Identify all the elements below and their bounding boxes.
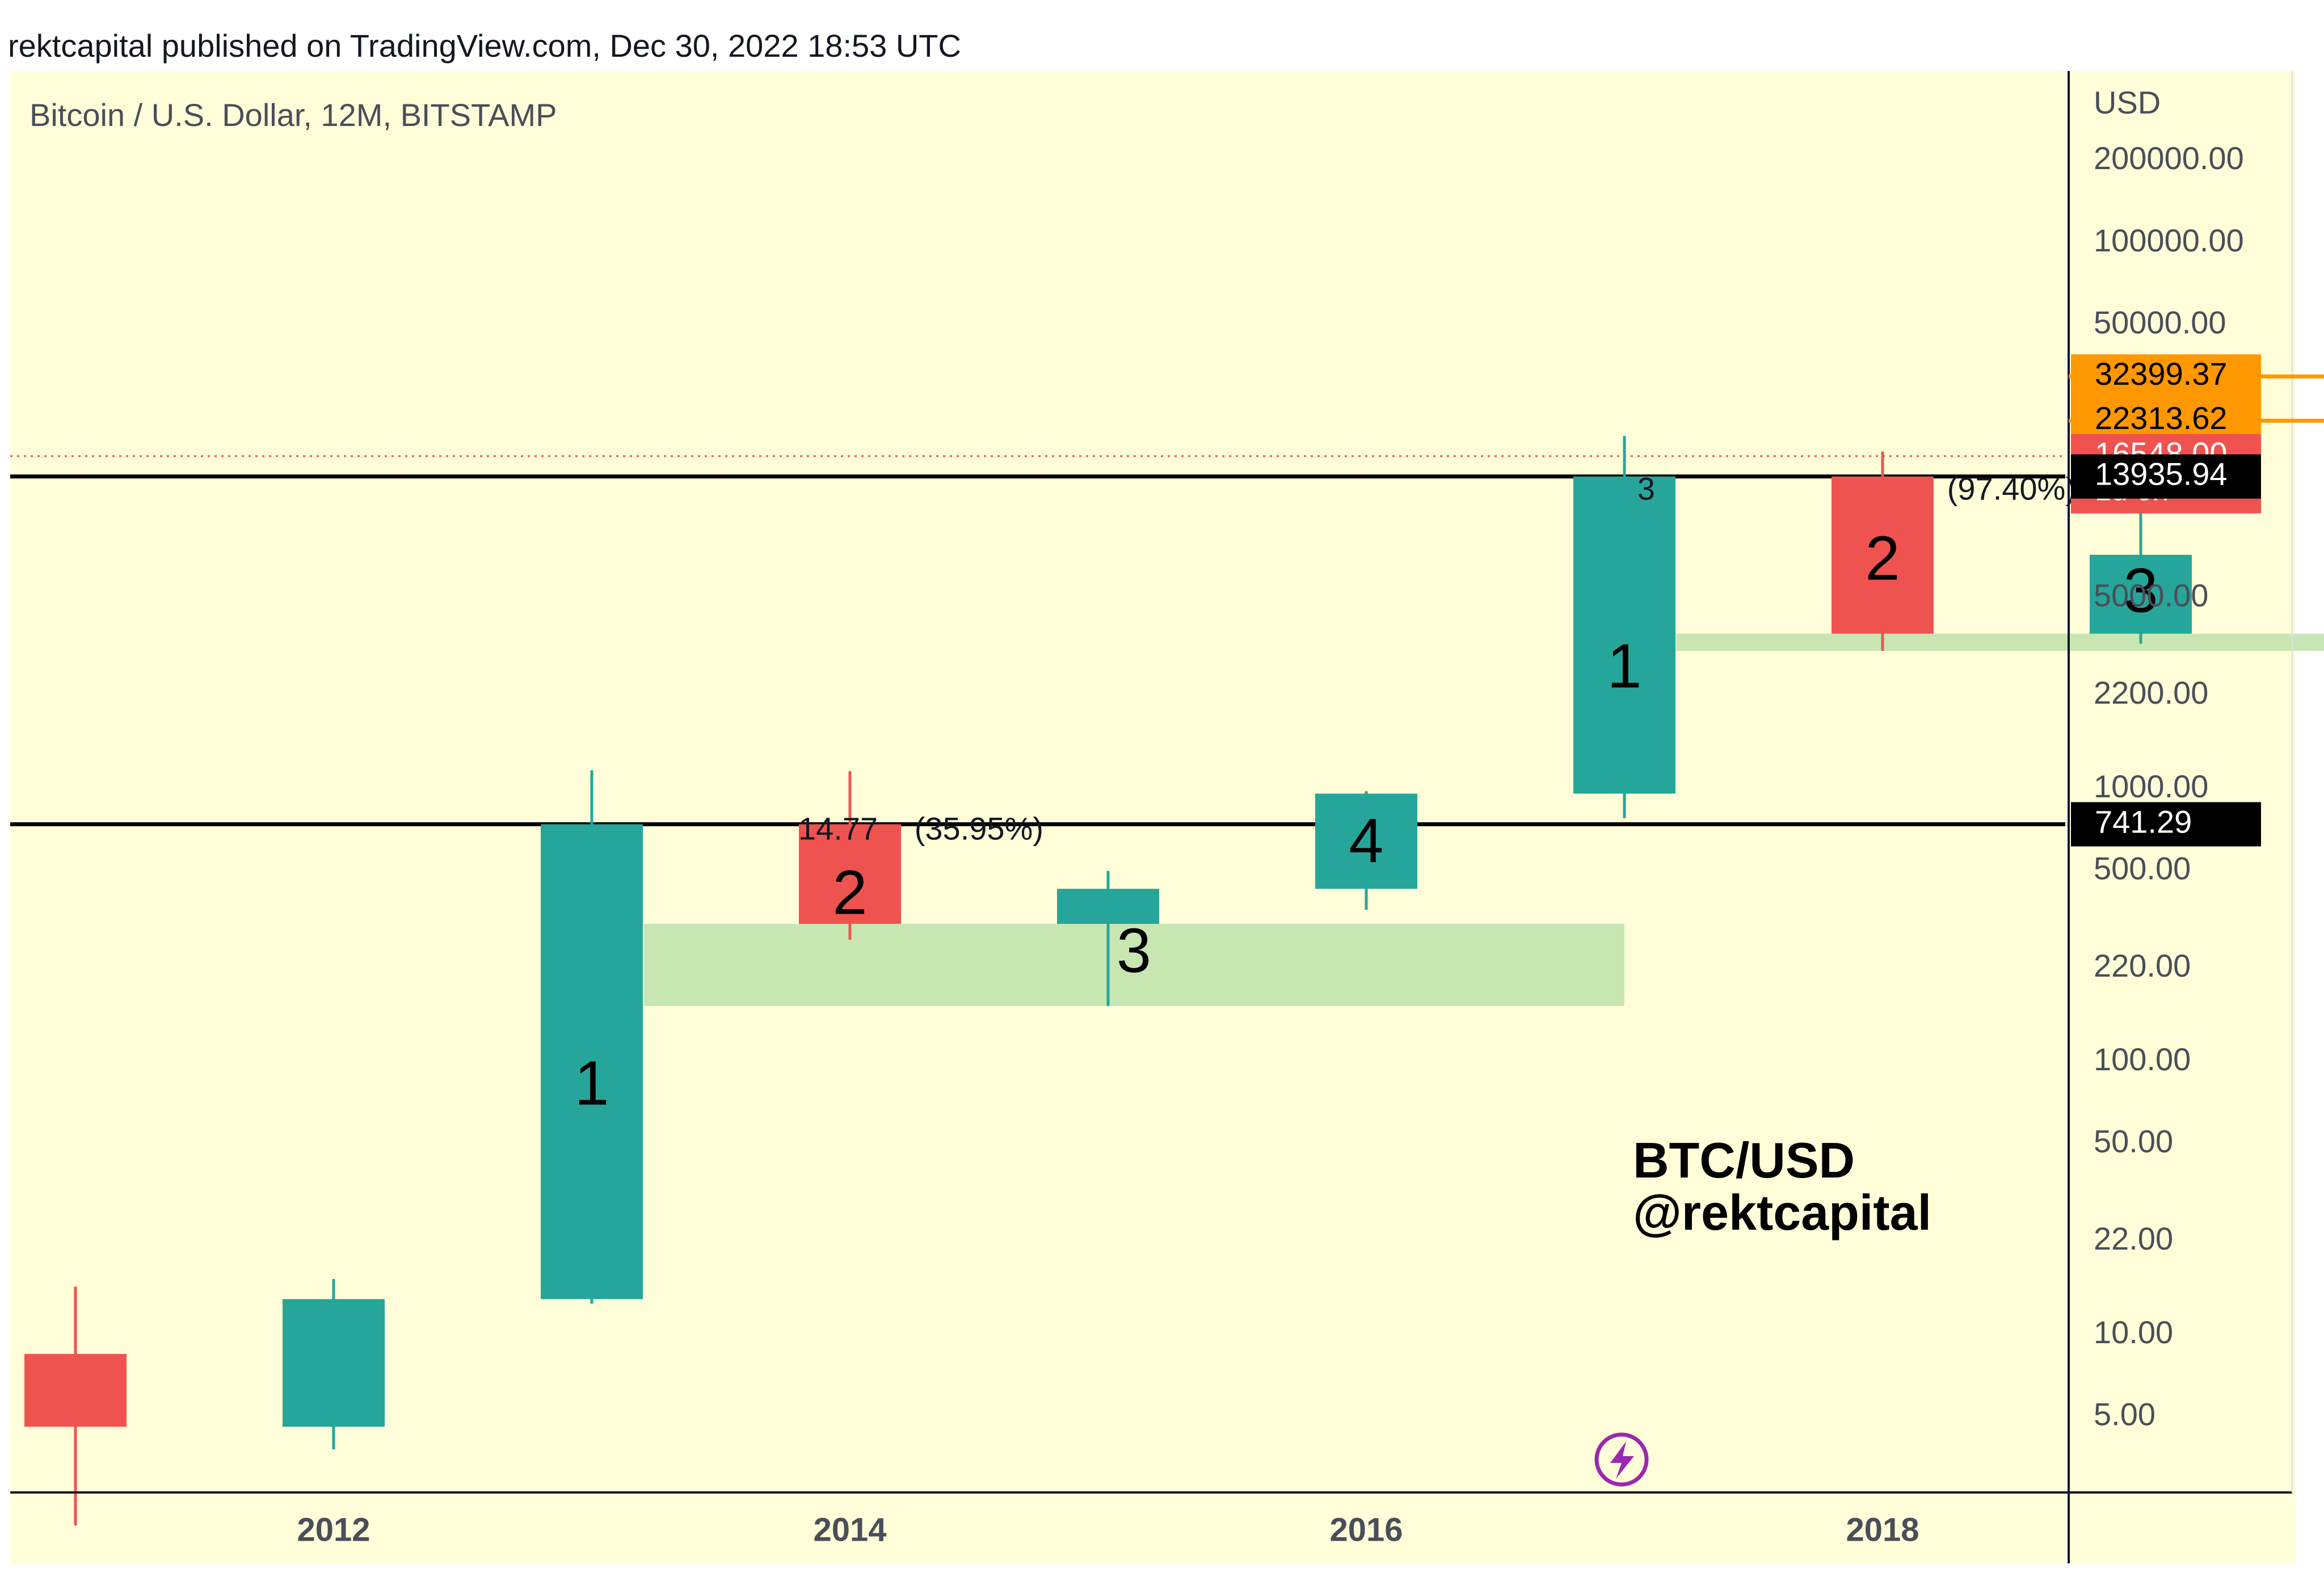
- cycle-label-2: 2: [832, 857, 867, 927]
- cycle-label-1: 1: [574, 1049, 609, 1118]
- price-marker-1-label: 32399.37: [2095, 356, 2228, 392]
- price-marker-2-label: 22313.62: [2095, 400, 2228, 436]
- watermark-line-1: BTC/USD: [1633, 1132, 1855, 1188]
- tradingview-bolt-icon: [1594, 1432, 1649, 1487]
- candle-body-2016: [1315, 793, 1417, 889]
- level-tag-2-label: 13935.94: [2095, 456, 2228, 491]
- level-tag-1-label: 741.29: [2095, 804, 2192, 839]
- candle-body-2015: [1057, 889, 1159, 924]
- y-tick-label-5: 2200.00: [2094, 675, 2208, 710]
- cycle-label-4: 4: [1349, 806, 1383, 876]
- cycle-label-6: 2: [1865, 524, 1900, 594]
- time-axis-background: [10, 1492, 2065, 1563]
- watermark-line-2: @rektcapital: [1633, 1184, 1931, 1240]
- chart-background: [10, 71, 2065, 1492]
- support-zones: [643, 633, 2324, 1006]
- candle-body-2012: [283, 1299, 385, 1427]
- measure-annotation-7: 14.77: [798, 810, 878, 846]
- watermark: BTC/USD@rektcapital: [1633, 1132, 1931, 1240]
- measure-annotation-3: (97.40%): [1947, 471, 2076, 507]
- candle-body-2014: [799, 824, 901, 924]
- y-tick-label-7: 500.00: [2094, 851, 2191, 886]
- measure-annotation-6: (35.95%): [915, 810, 1043, 846]
- y-tick-label-12: 10.00: [2094, 1314, 2173, 1350]
- candle-body-2019: [2090, 554, 2192, 634]
- y-tick-label-2: 100000.00: [2094, 222, 2244, 258]
- cycle-labels: 12341234123: [574, 524, 2158, 1118]
- price-marker-1-bg: [2071, 354, 2261, 399]
- y-tick-label-3: 50000.00: [2094, 305, 2226, 340]
- candle-body-2013: [541, 824, 643, 1300]
- x-tick-label-2: 2014: [813, 1511, 886, 1548]
- measure-annotation-4: 3: [1637, 471, 1655, 507]
- x-tick-label-3: 2016: [1329, 1511, 1403, 1548]
- y-axis-unit: USD: [2094, 85, 2161, 120]
- time-axis[interactable]: 2012201420162018202020222024: [297, 1511, 2324, 1548]
- support-zone-1: [643, 924, 1624, 1006]
- candle-body-2018: [1832, 476, 1934, 634]
- level-tag-1-bg: [2071, 802, 2261, 847]
- publish-line: rektcapital published on TradingView.com…: [8, 28, 961, 64]
- cycle-label-7: 3: [2123, 556, 2158, 626]
- price-axis[interactable]: 200000.00 100000.00 50000.00 5000.00 2200.00…: [2094, 140, 2244, 1432]
- y-tick-label-11: 22.00: [2094, 1221, 2173, 1256]
- cycle-label-5: 1: [1607, 632, 1641, 701]
- y-tick-label-8: 220.00: [2094, 948, 2191, 983]
- y-tick-label-4: 5000.00: [2094, 578, 2208, 613]
- bolt-icon-glyph: [1610, 1441, 1634, 1479]
- bolt-icon-circle: [1594, 1432, 1649, 1487]
- measure-annotations: 15986.45 (97.40%) 15986450.70 (35.95%) 5…: [798, 471, 2076, 847]
- cycle-label-3: 3: [1117, 916, 1151, 986]
- y-tick-label-6: 1000.00: [2094, 768, 2208, 804]
- candle-body-2011: [24, 1353, 127, 1427]
- symbol-line: Bitcoin / U.S. Dollar, 12M, BITSTAMP: [30, 97, 557, 133]
- y-tick-label-1: 200000.00: [2094, 140, 2244, 176]
- y-tick-label-9: 100.00: [2094, 1041, 2191, 1077]
- horizontal-levels: [10, 455, 2065, 827]
- y-tick-label-13: 5.00: [2094, 1397, 2155, 1432]
- support-zone-2: [1676, 633, 2324, 651]
- level-tag-2-bg: [2071, 454, 2261, 499]
- candle-body-2017: [1573, 476, 1675, 794]
- x-tick-label-1: 2012: [297, 1511, 370, 1548]
- y-tick-label-10: 50.00: [2094, 1124, 2173, 1159]
- candles: [24, 436, 2192, 1526]
- x-tick-label-4: 2018: [1846, 1511, 1919, 1548]
